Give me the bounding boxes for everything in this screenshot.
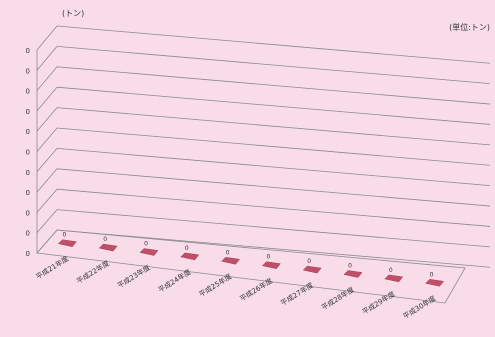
category-label: 平成23年度 <box>116 263 152 290</box>
y-tick-label: 0 <box>26 67 30 75</box>
y-tick-label: 0 <box>26 169 30 177</box>
unit-note: (単位:トン) <box>449 22 490 32</box>
category-label: 平成28年度 <box>320 285 356 312</box>
bar <box>302 265 322 274</box>
y-tick-label: 0 <box>26 47 30 55</box>
y-tick-label: 0 <box>26 209 30 217</box>
grid-lines <box>36 25 491 268</box>
y-unit-label: (トン) <box>62 9 84 18</box>
data-labels: 0 0 0 0 0 0 0 0 0 0 <box>62 232 433 279</box>
chart-floor <box>36 229 466 304</box>
y-tick-labels: 0 0 0 0 0 0 0 0 0 0 0 <box>26 47 30 258</box>
data-label: 0 <box>62 232 66 239</box>
bar <box>98 243 118 252</box>
bar <box>384 274 404 283</box>
category-label: 平成24年度 <box>156 267 192 294</box>
data-label: 0 <box>430 271 434 278</box>
data-label: 0 <box>144 241 148 248</box>
bar <box>425 279 445 287</box>
category-label: 平成21年度 <box>34 254 70 281</box>
category-label: 平成30年度 <box>401 294 437 321</box>
bar <box>180 252 200 261</box>
y-tick-label: 0 <box>26 189 30 197</box>
bar <box>343 270 363 278</box>
data-label: 0 <box>103 236 107 243</box>
category-label: 平成25年度 <box>197 272 233 299</box>
data-label: 0 <box>348 263 352 270</box>
bar <box>139 248 159 256</box>
data-label: 0 <box>307 258 311 265</box>
y-tick-label: 0 <box>26 88 30 96</box>
y-tick-label: 0 <box>26 230 30 238</box>
bar <box>261 261 281 269</box>
data-label: 0 <box>226 249 230 256</box>
data-label: 0 <box>266 254 270 261</box>
bar <box>221 257 241 265</box>
data-label: 0 <box>389 267 393 274</box>
y-tick-label: 0 <box>26 149 30 157</box>
bar <box>57 239 77 247</box>
y-tick-label: 0 <box>26 128 30 136</box>
y-tick-label: 0 <box>26 108 30 116</box>
bars <box>57 239 445 287</box>
y-tick-label: 0 <box>26 250 30 258</box>
category-label: 平成22年度 <box>75 258 111 285</box>
data-label: 0 <box>185 245 189 252</box>
